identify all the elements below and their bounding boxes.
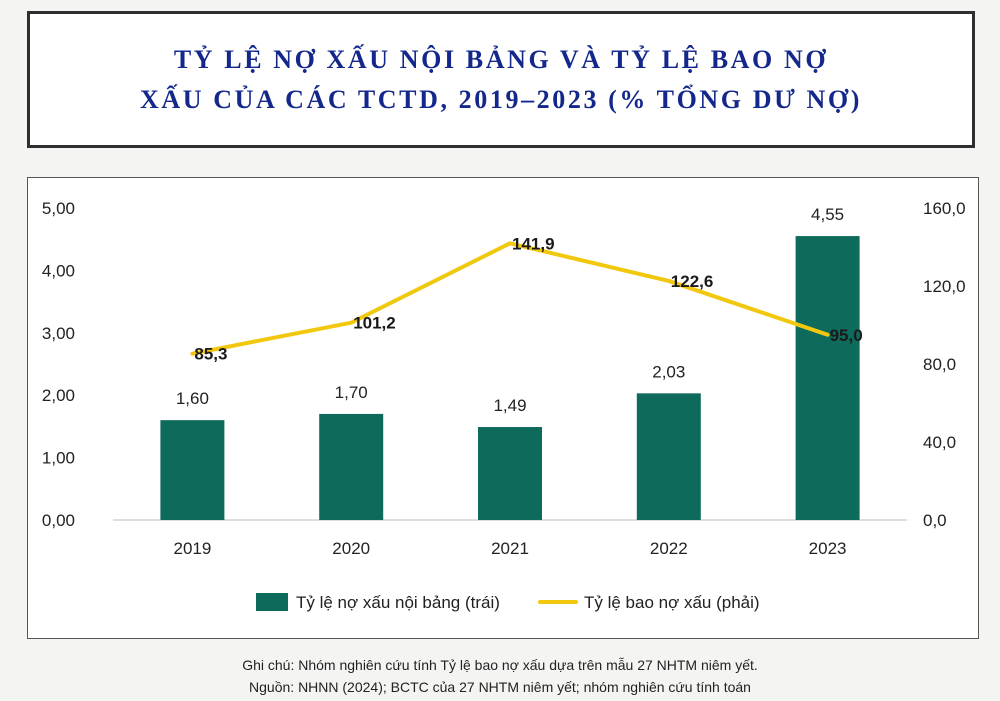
left-axis-tick-label: 2,00 — [42, 386, 75, 405]
bar-2020 — [319, 413, 384, 520]
left-axis-tick-label: 0,00 — [42, 511, 75, 530]
chart-source: Nguồn: NHNN (2024); BCTC của 27 NHTM niê… — [249, 679, 751, 695]
x-axis-tick-label: 2023 — [809, 539, 847, 558]
chart-panel: 0,00 1,00 2,00 3,00 4,00 5,00 0,0 40,0 80,0 120,0… — [27, 177, 979, 639]
left-axis-tick-label: 5,00 — [42, 199, 75, 218]
title-box: TỶ LỆ NỢ XẤU NỘI BẢNG VÀ TỶ LỆ BAO NỢ XẤ… — [27, 11, 975, 148]
bar-2021 — [478, 427, 542, 520]
legend-bar-label: Tỷ lệ nợ xấu nội bảng (trái) — [296, 593, 500, 612]
line-data-label: 85,3 — [194, 345, 227, 364]
coverage-ratio-line — [190, 241, 830, 356]
bar-data-label: 4,55 — [811, 205, 844, 224]
right-axis-tick-label: 40,0 — [923, 433, 956, 452]
combo-chart: 0,00 1,00 2,00 3,00 4,00 5,00 0,0 40,0 80,0 120,0… — [42, 199, 966, 612]
chart-note: Ghi chú: Nhóm nghiên cứu tính Tỷ lệ bao … — [242, 657, 758, 673]
left-axis-tick-label: 3,00 — [42, 324, 75, 343]
left-axis-tick-label: 4,00 — [42, 261, 75, 280]
line-data-label: 101,2 — [353, 314, 396, 333]
right-axis-tick-label: 80,0 — [923, 355, 956, 374]
right-axis-tick-label: 0,0 — [923, 511, 947, 530]
right-axis-tick-label: 120,0 — [923, 277, 966, 296]
x-axis-tick-label: 2021 — [491, 539, 529, 558]
chart-title-line-1: TỶ LỆ NỢ XẤU NỘI BẢNG VÀ TỶ LỆ BAO NỢ — [173, 44, 829, 74]
right-axis-tick-label: 160,0 — [923, 199, 966, 218]
bar-data-label: 2,03 — [652, 362, 685, 381]
bar-data-label: 1,70 — [335, 383, 368, 402]
line-data-label: 122,6 — [671, 272, 714, 291]
x-axis-tick-label: 2020 — [332, 539, 370, 558]
bar-2023 — [795, 236, 860, 520]
x-axis-tick-label: 2019 — [173, 539, 211, 558]
x-axis-tick-label: 2022 — [650, 539, 688, 558]
bar-data-label: 1,60 — [176, 389, 209, 408]
bar-2019 — [160, 420, 225, 520]
left-axis-tick-label: 1,00 — [42, 449, 75, 468]
bar-data-label: 1,49 — [493, 396, 526, 415]
line-data-label: 141,9 — [512, 234, 555, 253]
chart-title-line-2: XẤU CỦA CÁC TCTD, 2019–2023 (% TỔNG DƯ N… — [140, 84, 862, 114]
bar-2022 — [636, 393, 701, 520]
line-data-label: 95,0 — [830, 326, 863, 345]
legend-line-label: Tỷ lệ bao nợ xấu (phải) — [584, 593, 760, 612]
legend-bar-swatch — [256, 593, 288, 611]
